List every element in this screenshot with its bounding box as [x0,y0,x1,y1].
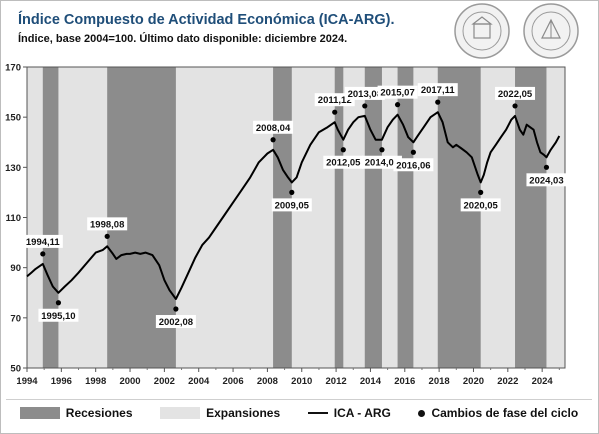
bolsa-rosario-logo [523,3,579,59]
chart-legend: Recesiones Expansiones ICA - ARG Cambios… [6,399,592,426]
turning-point-label-bg [393,158,434,172]
turning-point-label-bg [314,93,355,107]
turning-point-marker [173,306,179,312]
turning-point-marker [435,99,441,105]
turning-point-label-bg [38,308,79,322]
turning-point-label: 1998,08 [90,219,124,230]
legend-line [307,412,328,414]
turning-point-label-bg [460,198,501,212]
turning-point-marker [289,189,295,195]
turning-point-label: 2024,03 [529,175,563,186]
x-tick-label: 1998 [85,376,106,387]
turning-point-label-bg [271,198,312,212]
chart-svg: 50 70 90 110 130 150 170 1994 1996 1998 2000 2002 20… [5,63,567,387]
turning-point-label: 2011,12 [318,95,352,106]
recession-band-5 [364,67,382,368]
turning-point-marker [379,147,385,153]
legend-label-expansions: Expansiones [206,406,281,420]
turning-point-label-bg [361,155,402,169]
y-tick-label: 70 [10,313,21,324]
turning-point-marker [410,149,416,155]
recession-band-4 [334,67,344,368]
x-tick-label: 2002 [154,376,175,387]
x-tick-label: 1994 [16,376,38,387]
x-tick-label: 2000 [119,376,140,387]
turning-point-marker [340,147,346,153]
turning-point-label: 2016,06 [396,160,430,171]
turning-point-label: 2014,08 [365,158,399,169]
legend-item-expansions: Expansiones [160,406,280,420]
turning-point-marker [40,251,46,257]
turning-point-label-bg [344,86,385,100]
y-tick-label: 50 [10,364,21,375]
legend-item-turning-points: Cambios de fase del ciclo [418,406,578,420]
turning-point-marker [270,137,276,143]
recession-band-3 [273,67,292,368]
turning-point-marker [362,103,368,109]
legend-swatch-expansion [160,407,201,419]
turning-point-label: 2017,11 [421,85,456,96]
x-tick-label: 1996 [51,376,72,387]
legend-label-recessions: Recesiones [65,406,133,420]
x-tick-label: 2016 [394,376,415,387]
x-tick-label: 2008 [257,376,278,387]
turning-point-label-bg [155,315,196,329]
turning-point-marker [55,300,62,306]
turning-point-label: 2013,08 [348,89,382,100]
y-tick-label: 110 [6,213,21,224]
turning-point-label: 2015,07 [380,88,414,99]
turning-point-label-bg [87,217,128,231]
turning-point-marker [332,109,338,115]
x-tick-label: 2024 [532,376,554,387]
legend-swatch-recession [19,407,60,419]
turning-point-label-bg [253,120,294,134]
turning-point-label: 2022,05 [498,89,533,100]
x-tick-label: 2006 [222,376,243,387]
turning-point-label: 2009,05 [275,200,310,211]
y-tick-label: 130 [5,163,21,174]
turning-point-label-bg [417,83,458,97]
chart-title: Índice Compuesto de Actividad Económica … [18,12,395,28]
recession-band-1 [42,67,59,368]
turning-point-label: 1994,11 [26,237,61,248]
turning-point-label: 2008,04 [256,123,291,134]
turning-point-label-bg [495,86,536,100]
turning-point-label-bg [323,155,364,169]
legend-dot [418,409,426,417]
turning-point-label-bg [22,234,63,248]
chart-subtitle: Índice, base 2004=100. Último dato dispo… [18,33,348,45]
turning-point-marker [543,164,550,170]
turning-point-marker [478,189,484,195]
x-tick-label: 2012 [326,376,347,387]
turning-point-label-bg [377,85,418,99]
turning-point-label-bg [526,173,567,187]
legend-label-turning-points: Cambios de fase del ciclo [431,406,579,420]
turning-point-label: 2002,08 [159,317,193,328]
turning-point-marker [394,102,401,108]
y-tick-label: 170 [5,63,21,74]
x-tick-label: 2004 [188,376,210,387]
series-line-ica-arg [26,111,561,300]
turning-point-label: 2020,05 [464,200,499,211]
turning-point-marker [104,233,110,239]
turning-point-marker [512,103,518,109]
y-tick-label: 90 [10,263,21,274]
recession-band-8 [515,67,547,368]
turning-point-label: 2012,05 [326,158,361,169]
x-tick-label: 2010 [291,376,312,387]
x-tick-label: 2020 [463,376,484,387]
y-tick-label: 150 [5,113,21,124]
x-tick-label: 2022 [497,376,518,387]
x-tick-label: 2018 [429,376,450,387]
legend-label-series: ICA - ARG [333,406,391,420]
bolsa-santa-fe-logo [454,3,510,59]
legend-item-series: ICA - ARG [307,406,391,420]
turning-point-label: 1995,10 [41,311,75,322]
legend-item-recessions: Recesiones [19,406,133,420]
recession-band-7 [437,67,481,368]
x-tick-label: 2014 [360,376,382,387]
recession-band-6 [397,67,414,368]
